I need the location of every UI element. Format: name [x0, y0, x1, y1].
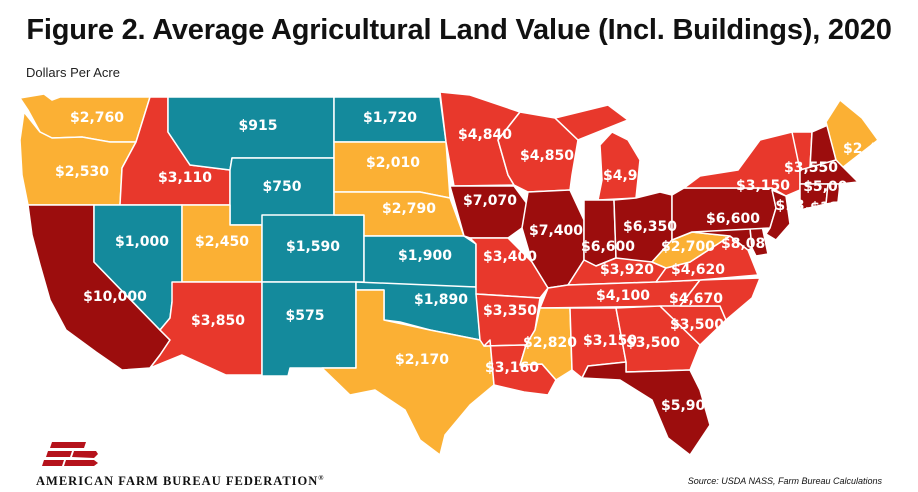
label-nj: $13,.. [775, 198, 820, 214]
label-wy: $750 [263, 179, 302, 195]
label-ne: $2,790 [382, 201, 436, 217]
label-ar: $3,350 [483, 303, 537, 319]
label-mt: $915 [239, 118, 278, 134]
label-ks: $1,900 [398, 248, 452, 264]
logo-stripe-5 [64, 460, 98, 466]
label-az: $3,850 [191, 313, 245, 329]
label-al: $3,150 [583, 333, 637, 349]
label-or: $2,530 [55, 164, 109, 180]
afbf-logo [42, 442, 98, 466]
label-oh: $6,350 [623, 219, 677, 235]
label-ny: $3,150 [736, 178, 790, 194]
state-shapes [19, 91, 879, 456]
state-labels: $2,760 $2,530 $10,000 $3,110 $1,000 $915… [55, 110, 897, 414]
label-va: $4,620 [671, 262, 725, 278]
label-md: $8,080 [721, 236, 775, 252]
state-fl [581, 361, 711, 456]
state-nm [261, 281, 357, 377]
organization-name: AMERICAN FARM BUREAU FEDERATION® [36, 474, 325, 489]
logo-stripe-4 [72, 451, 98, 458]
source-note: Source: USDA NASS, Farm Bureau Calculati… [687, 476, 882, 486]
label-tn: $4,100 [596, 288, 650, 304]
label-nh: $5,00. [803, 179, 853, 195]
label-ky: $3,920 [600, 262, 654, 278]
organization-text: AMERICAN FARM BUREAU FEDERATION [36, 474, 319, 489]
label-nd: $1,720 [363, 110, 417, 126]
state-in [583, 199, 617, 267]
label-nv: $1,000 [115, 234, 169, 250]
label-wi: $4,850 [520, 148, 574, 164]
label-il: $7,400 [529, 223, 583, 239]
afbf-logo-mark [42, 442, 98, 466]
label-ms: $2,820 [523, 335, 577, 351]
label-sd: $2,010 [366, 155, 420, 171]
label-id: $3,110 [158, 170, 212, 186]
state-mo [469, 237, 549, 299]
label-ia: $7,070 [463, 193, 517, 209]
page-title: Figure 2. Average Agricultural Land Valu… [26, 14, 892, 46]
label-sc: $3,500 [670, 317, 724, 333]
label-co: $1,590 [286, 239, 340, 255]
logo-stripe-2 [46, 451, 72, 457]
label-ct: $11,300 [810, 200, 874, 216]
logo-stripe-3 [42, 460, 64, 466]
label-nm: $575 [286, 308, 325, 324]
state-tx [321, 289, 495, 456]
label-ut: $2,450 [195, 234, 249, 250]
label-nc: $4,670 [669, 291, 723, 307]
label-ok: $1,890 [414, 292, 468, 308]
state-mi [554, 104, 641, 201]
label-pa: $6,600 [706, 211, 760, 227]
registered-mark: ® [318, 474, 325, 482]
state-ia [449, 185, 529, 239]
label-wa: $2,760 [70, 110, 124, 126]
label-mn: $4,840 [458, 127, 512, 143]
label-fl: $5,900 [661, 398, 715, 414]
label-ca: $10,000 [83, 289, 147, 305]
label-ga: $3,500 [626, 335, 680, 351]
state-ri [825, 183, 841, 205]
label-mo: $3,400 [483, 249, 537, 265]
label-mi: $4,950 [603, 168, 657, 184]
label-in: $6,600 [581, 239, 635, 255]
unit-label: Dollars Per Acre [26, 65, 120, 80]
logo-stripe-1 [50, 442, 86, 448]
label-tx: $2,170 [395, 352, 449, 368]
label-me: $2,490 [843, 141, 897, 157]
label-wv: $2,700 [661, 239, 715, 255]
state-nj [765, 189, 791, 241]
label-vt: $3,550 [784, 160, 838, 176]
label-la: $3,160 [485, 360, 539, 376]
